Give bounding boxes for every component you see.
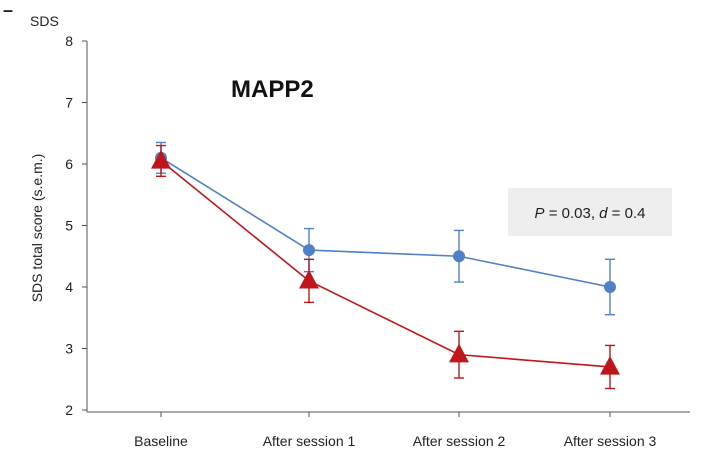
y-tick-label: 5 — [65, 218, 73, 234]
x-tick-label: Baseline — [134, 433, 188, 449]
x-tick-label: After session 1 — [263, 433, 356, 449]
p-value: = 0.03, — [545, 205, 600, 222]
panel-marker: – — [3, 0, 13, 20]
chart-title: MAPP2 — [231, 76, 314, 103]
d-value: = 0.4 — [608, 205, 646, 222]
data-point — [299, 270, 319, 289]
y-axis-label: SDS total score (s.e.m.) — [29, 154, 45, 303]
stats-annotation: P = 0.03, d = 0.4 — [535, 205, 646, 222]
x-ticks: Baseline After session 1 After session 2 Af… — [134, 412, 656, 449]
y-tick-label: 3 — [65, 341, 73, 357]
data-point — [604, 281, 616, 293]
y-tick-label: 8 — [65, 33, 73, 49]
y-tick-label: 7 — [65, 95, 73, 111]
series-2 — [151, 146, 620, 389]
y-ticks: 2 3 4 5 6 7 8 — [65, 33, 87, 418]
data-point — [600, 356, 620, 375]
y-tick-label: 6 — [65, 156, 73, 172]
data-point — [453, 250, 465, 262]
data-point — [449, 344, 469, 363]
data-point — [303, 244, 315, 256]
x-tick-label: After session 3 — [564, 433, 657, 449]
x-tick-label: After session 2 — [413, 433, 506, 449]
p-label: P — [535, 205, 545, 222]
series-layer — [151, 142, 620, 388]
y-tick-label: 2 — [65, 402, 73, 418]
data-point — [151, 150, 171, 169]
y-tick-label: 4 — [65, 279, 73, 295]
unit-label: SDS — [30, 13, 59, 29]
